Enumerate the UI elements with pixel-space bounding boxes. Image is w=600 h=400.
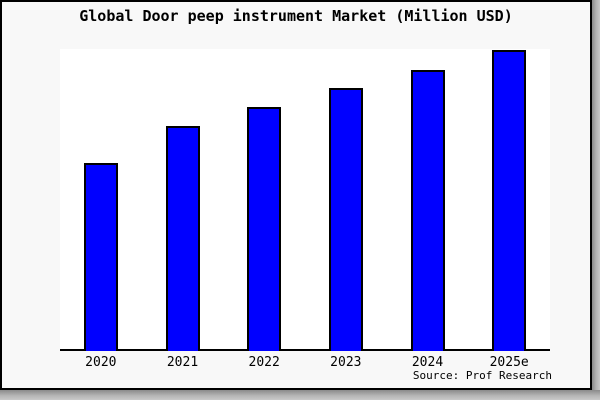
x-tick-label-2024: 2024: [411, 355, 444, 370]
bar-2020: [83, 163, 118, 351]
x-tick-labels: 2020 2021 2022 2023 2024 2025e: [2, 355, 590, 371]
x-axis-line: [60, 349, 550, 351]
plot-area: [60, 49, 550, 351]
panel-shadow-right: [592, 0, 600, 400]
x-tick-label-2025e: 2025e: [489, 355, 529, 370]
bar-2022: [247, 107, 282, 351]
chart-title: Global Door peep instrument Market (Mill…: [79, 7, 513, 25]
panel-shadow-bottom: [0, 390, 600, 400]
bar-2024: [410, 70, 445, 351]
x-tick-label-2022: 2022: [248, 355, 280, 370]
bar-2023: [328, 88, 363, 351]
x-tick-label-2020: 2020: [85, 355, 117, 370]
x-tick-label-2021: 2021: [166, 355, 199, 370]
bar-2025e: [492, 50, 527, 351]
x-tick-label-2023: 2023: [330, 355, 362, 370]
chart-panel: Global Door peep instrument Market (Mill…: [0, 0, 592, 390]
bar-2021: [165, 126, 200, 351]
source-credit: Source: Prof Research: [412, 369, 552, 382]
chart-figure: Global Door peep instrument Market (Mill…: [2, 2, 590, 388]
